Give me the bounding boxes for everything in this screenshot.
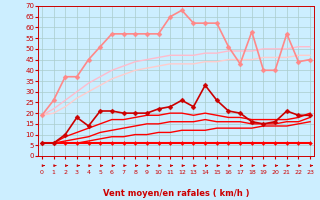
X-axis label: Vent moyen/en rafales ( km/h ): Vent moyen/en rafales ( km/h )	[103, 189, 249, 198]
